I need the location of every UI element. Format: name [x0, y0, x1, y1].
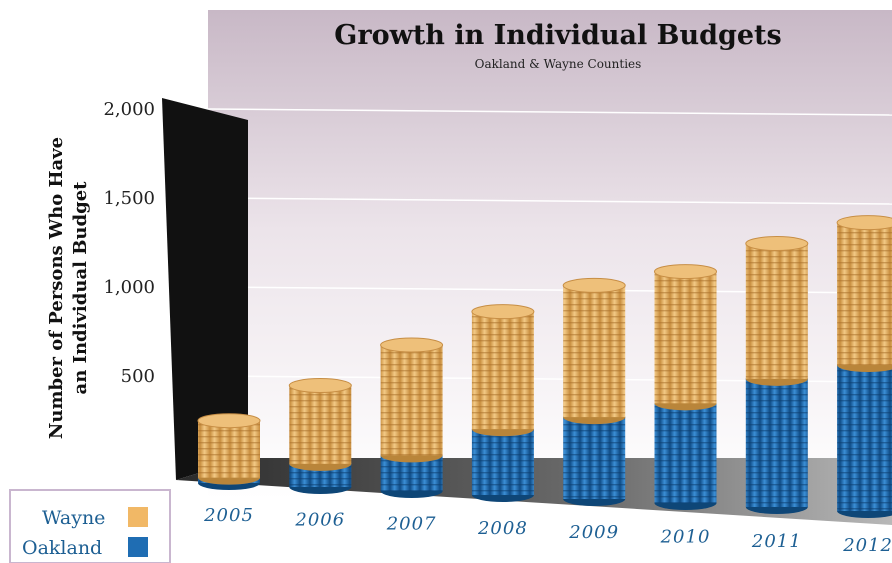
bar-segment-wayne-2011: [745, 236, 809, 386]
legend-swatch-wayne: [128, 507, 148, 527]
x-tick-label: 2005: [203, 505, 254, 526]
bar-segment-wayne-2006: [288, 378, 352, 471]
y-tick-label: 1,000: [103, 277, 155, 298]
gridline: [207, 108, 892, 116]
x-tick-label: 2010: [660, 527, 711, 548]
x-tick-label: 2007: [386, 514, 437, 535]
bar-segment-oakland-2012: [837, 358, 892, 518]
x-tick-label: 2006: [294, 509, 345, 530]
y-tick-labels: 500 1,000 1,500 2,000: [103, 99, 155, 387]
chart-title: Growth in Individual Budgets: [334, 20, 781, 51]
bars: [197, 215, 892, 518]
bar-segment-wayne-2008: [471, 304, 535, 437]
y-tick-label: 2,000: [103, 99, 155, 120]
bar-segment-wayne-2005: [197, 413, 261, 485]
legend-label-oakland: Oakland: [22, 537, 102, 559]
x-tick-label: 2012: [842, 535, 892, 556]
y-axis-wall: [162, 98, 248, 480]
x-tick-label: 2011: [751, 531, 802, 552]
bar-segment-oakland-2010: [654, 396, 717, 510]
bar-segment-wayne-2010: [654, 264, 717, 411]
bar-segment-wayne-2007: [380, 337, 444, 463]
gridline: [207, 197, 892, 205]
legend-label-wayne: Wayne: [42, 507, 105, 529]
bar-segment-oakland-2009: [563, 410, 626, 506]
legend-swatch-oakland: [128, 537, 148, 557]
bar-segment-wayne-2009: [562, 277, 626, 425]
y-axis-label-line-1: Number of Persons Who Have: [46, 137, 67, 439]
bar-segment-oakland-2011: [745, 371, 808, 514]
legend: Wayne Oakland: [9, 489, 171, 563]
x-tick-label: 2009: [568, 522, 619, 543]
x-tick-labels: 2005 2006 2007 2008 2009 2010 2011 2012: [203, 505, 892, 556]
y-axis-label-line-2: an Individual Budget: [70, 181, 91, 395]
bar-segment-wayne-2012: [836, 215, 892, 373]
chart-subtitle: Oakland & Wayne Counties: [475, 57, 642, 71]
x-tick-label: 2008: [477, 518, 528, 539]
y-tick-label: 1,500: [103, 188, 155, 209]
y-tick-label: 500: [121, 366, 155, 387]
